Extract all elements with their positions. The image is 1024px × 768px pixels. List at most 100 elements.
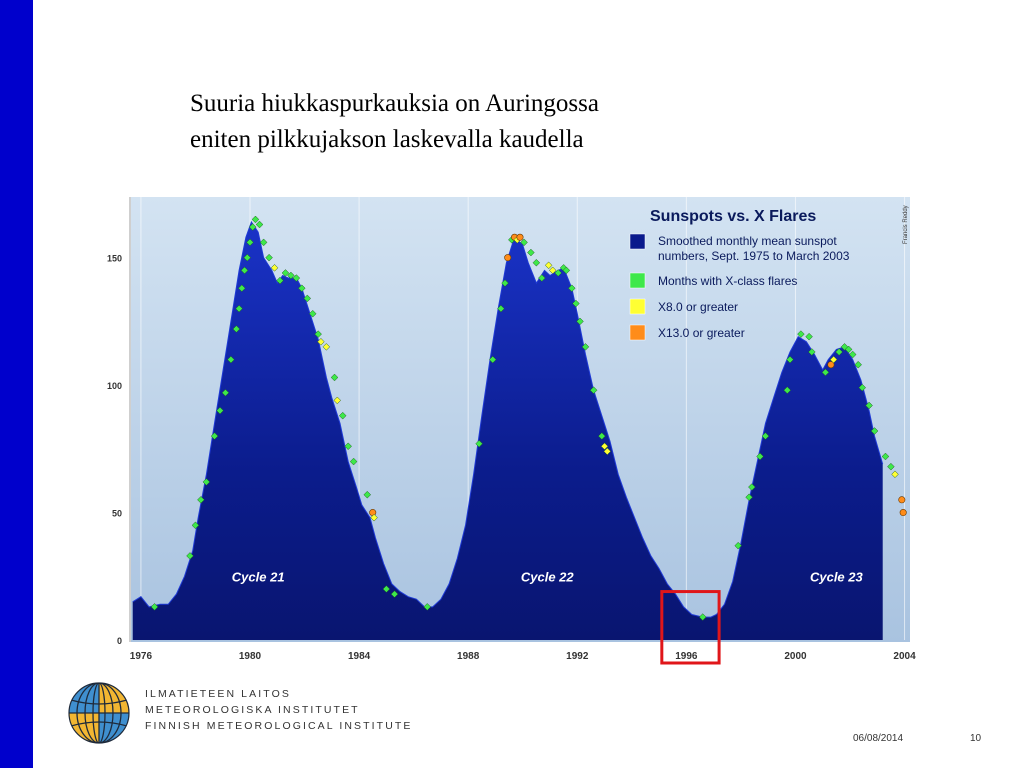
cycle-label-3: Cycle 23	[810, 569, 864, 584]
x-tick-1980: 1980	[239, 651, 262, 662]
flare-marker-xclass	[281, 269, 290, 277]
flare-marker-xclass	[532, 258, 541, 267]
flare-marker-xclass	[870, 427, 879, 435]
chart-legend: Smoothed monthly mean sunspot numbers, S…	[629, 233, 850, 341]
flare-marker-xclass	[240, 266, 249, 275]
flare-marker-xclass	[745, 493, 753, 502]
flare-marker-xclass	[520, 238, 528, 247]
legend-label-sunspots-2: numbers, Sept. 1975 to March 2003	[658, 249, 850, 263]
flare-marker-x8	[600, 442, 609, 451]
x-tick-2000: 2000	[784, 651, 807, 662]
flare-marker-xclass	[761, 432, 770, 440]
flare-marker-xclass	[756, 452, 764, 461]
legend-label-xclass: Months with X-class flares	[658, 274, 797, 288]
flare-marker-x13	[898, 496, 906, 504]
flare-marker-x8	[829, 355, 838, 364]
flare-marker-x8	[270, 264, 279, 272]
solar-minimum-highlight	[660, 590, 721, 665]
cycle-label-1: Cycle 21	[232, 569, 285, 584]
flare-marker-xclass	[210, 432, 219, 440]
institute-name-sv: METEOROLOGISKA INSTITUTET	[145, 704, 360, 716]
flare-marker-xclass	[191, 521, 200, 530]
flare-marker-xclass	[314, 330, 322, 338]
flare-marker-xclass	[363, 490, 372, 499]
x-tick-1988: 1988	[457, 651, 480, 662]
legend-label-x8: X8.0 or greater	[658, 300, 738, 314]
flare-marker-xclass	[287, 271, 295, 280]
cycle-label-2: Cycle 22	[521, 569, 575, 584]
legend-label-x13: X13.0 or greater	[658, 326, 745, 340]
flare-marker-x13	[516, 233, 524, 241]
flare-marker-xclass	[308, 309, 317, 318]
legend-label-sunspots-1: Smoothed monthly mean sunspot	[658, 234, 837, 248]
flare-marker-xclass	[150, 603, 159, 611]
flare-marker-xclass	[235, 304, 243, 313]
flare-marker-xclass	[786, 355, 794, 364]
flare-marker-xclass	[338, 411, 347, 420]
cycle-labels: Cycle 21 Cycle 22 Cycle 23	[232, 569, 864, 584]
flare-marker-xclass	[390, 590, 399, 598]
footer-date: 06/08/2014	[853, 733, 904, 744]
flare-marker-xclass	[232, 325, 241, 333]
y-tick-0: 0	[117, 636, 122, 646]
flare-marker-xclass	[581, 343, 590, 351]
flare-marker-x8	[370, 513, 378, 522]
flare-marker-xclass	[783, 386, 792, 394]
flare-marker-xclass	[797, 330, 805, 338]
y-tick-labels: 0 50 100 150	[107, 254, 122, 646]
y-tick-100: 100	[107, 381, 122, 391]
flare-marker-xclass	[475, 439, 483, 448]
flare-marker-xclass	[734, 541, 742, 550]
flare-marker-xclass	[748, 483, 756, 491]
x-tick-labels: 1976 1980 1984 1988 1992 1996 2000 2004	[130, 651, 916, 662]
title-line-1: Suuria hiukkaspurkauksia on Auringossa	[190, 90, 599, 117]
flare-marker-xclass	[887, 462, 895, 471]
flare-marker-xclass	[501, 279, 509, 287]
flare-marker-xclass	[221, 388, 230, 397]
flare-marker-xclass	[865, 401, 873, 410]
flare-marker-x8	[891, 470, 899, 479]
flare-marker-x13	[899, 509, 907, 517]
flare-marker-xclass	[538, 274, 546, 282]
legend-swatch-x8	[629, 298, 646, 315]
flare-marker-xclass	[488, 355, 497, 364]
x-tick-1992: 1992	[566, 651, 589, 662]
page-number: 10	[970, 733, 982, 744]
flare-marker-xclass	[216, 406, 224, 415]
flare-marker-x8	[548, 266, 557, 275]
flare-marker-xclass	[821, 368, 830, 377]
x-tick-1996: 1996	[675, 651, 698, 662]
institute-name-fi: ILMATIETEEN LAITOS	[145, 688, 291, 700]
flare-marker-xclass	[382, 585, 391, 593]
flare-marker-xclass	[576, 317, 584, 326]
flare-marker-xclass	[186, 552, 194, 560]
x-tick-1976: 1976	[130, 651, 153, 662]
flare-marker-xclass	[265, 253, 273, 262]
flare-marker-xclass	[349, 457, 358, 466]
chart-title: Sunspots vs. X Flares	[650, 208, 816, 225]
legend-swatch-x13	[629, 324, 646, 341]
flare-marker-xclass	[251, 215, 260, 224]
flare-marker-xclass	[554, 269, 562, 277]
flare-marker-x8	[333, 396, 342, 405]
flare-marker-xclass	[276, 276, 284, 285]
flare-marker-xclass	[698, 613, 707, 621]
sunspot-chart: 0 50 100 150 1976 1980 1984 1988 1992 1996 2000 20…	[107, 197, 916, 665]
flare-marker-xclass	[589, 386, 598, 394]
institute-name-en: FINNISH METEOROLOGICAL INSTITUTE	[145, 720, 413, 732]
flare-marker-x8	[322, 343, 331, 351]
legend-swatch-sunspots	[629, 233, 646, 250]
flare-markers	[150, 215, 907, 621]
sunspot-curve	[132, 220, 884, 618]
fmi-logo	[68, 682, 130, 744]
flare-marker-xclass	[243, 253, 252, 262]
title-line-2: eniten pilkkujakson laskevalla kaudella	[190, 126, 584, 153]
flare-marker-xclass	[197, 496, 205, 504]
flare-marker-xclass	[330, 373, 339, 382]
y-tick-150: 150	[107, 254, 122, 264]
institute-name: ILMATIETEEN LAITOS METEOROLOGISKA INSTIT…	[145, 686, 413, 734]
flare-marker-xclass	[238, 284, 246, 292]
flare-marker-xclass	[858, 383, 867, 392]
flare-marker-xclass	[881, 452, 890, 461]
flare-marker-xclass	[835, 348, 843, 356]
